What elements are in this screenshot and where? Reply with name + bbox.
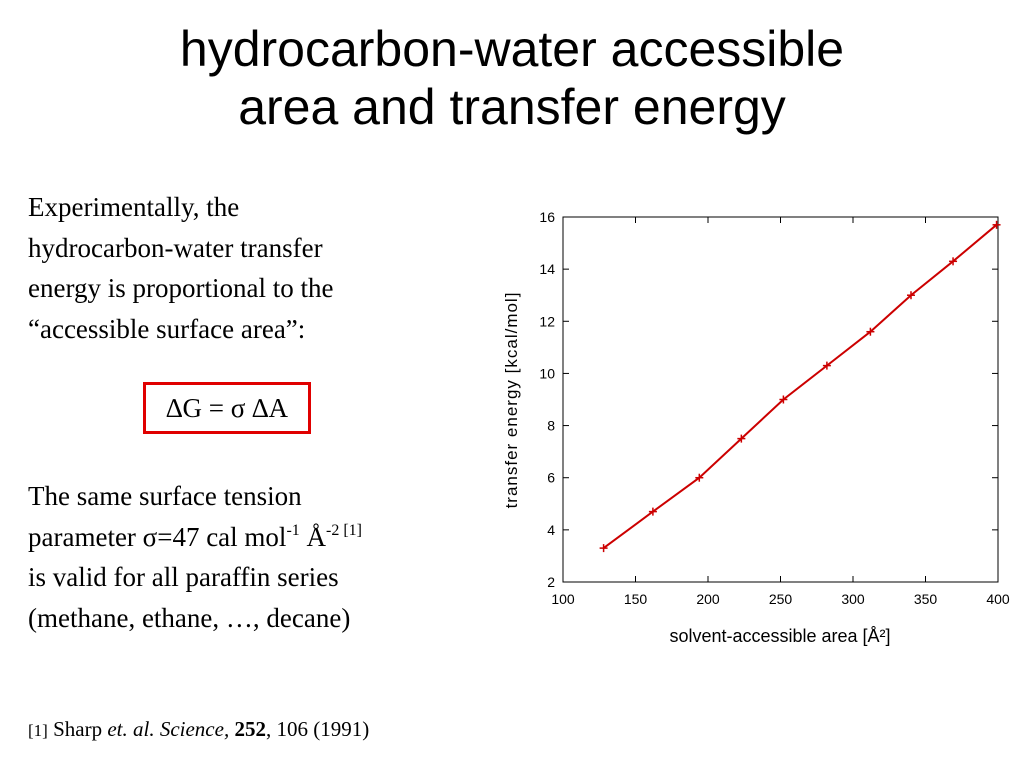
tension-line4: (methane, ethane, …, decane) xyxy=(28,602,351,633)
angstrom-unit: Å xyxy=(299,521,327,552)
exponent-angstrom-citation: -2 [1] xyxy=(326,521,362,539)
y-tick-label: 4 xyxy=(547,522,555,538)
intro-paragraph: Experimentally, the hydrocarbon-water tr… xyxy=(28,187,333,349)
data-point xyxy=(779,395,788,404)
tension-line1: The same surface tension xyxy=(28,481,302,511)
x-tick-label: 100 xyxy=(551,591,575,607)
footnote-pages-year: , 106 (1991) xyxy=(265,717,370,741)
y-tick-label: 14 xyxy=(539,261,555,277)
data-point xyxy=(907,291,915,300)
x-tick-label: 400 xyxy=(986,591,1010,607)
equation-box: ∆G = σ ∆A xyxy=(143,382,311,434)
slide-title-line2: area and transfer energy xyxy=(238,79,786,135)
tension-paragraph: The same surface tension parameter σ=47 … xyxy=(28,476,362,638)
footnote-etal: et. al. xyxy=(107,717,155,741)
y-tick-label: 10 xyxy=(539,365,555,381)
data-point xyxy=(822,361,831,370)
y-tick-label: 8 xyxy=(547,418,555,434)
intro-line: Experimentally, the xyxy=(28,192,240,222)
x-tick-label: 350 xyxy=(914,591,938,607)
exponent-mol: -1 xyxy=(286,521,300,539)
series-line xyxy=(603,224,998,549)
data-point xyxy=(695,473,704,482)
slide-title: hydrocarbon-water accessible area and tr… xyxy=(0,20,1024,136)
x-tick-label: 250 xyxy=(769,591,793,607)
x-tick-label: 200 xyxy=(696,591,720,607)
footnote-author: Sharp xyxy=(47,717,108,741)
intro-line: hydrocarbon-water transfer xyxy=(28,232,323,263)
x-tick-label: 150 xyxy=(624,591,648,607)
intro-line: “accessible surface area”: xyxy=(28,313,306,344)
x-tick-label: 300 xyxy=(841,591,865,607)
data-point xyxy=(599,544,608,553)
equation: ∆G = σ ∆A xyxy=(165,392,289,423)
x-axis-label: solvent-accessible area [Å²] xyxy=(669,626,890,646)
tension-parameter-text: parameter σ=47 cal mol xyxy=(28,521,287,552)
y-tick-label: 2 xyxy=(547,574,555,590)
data-point xyxy=(866,327,875,336)
y-tick-label: 16 xyxy=(539,209,555,225)
data-point xyxy=(648,507,657,516)
y-axis-label: transfer energy [kcal/mol] xyxy=(502,292,521,509)
data-point xyxy=(992,220,1001,229)
tension-line3: is valid for all paraffin series xyxy=(28,562,339,592)
footnote: [1] Sharp et. al. Science, 252, 106 (199… xyxy=(28,714,369,746)
y-tick-label: 12 xyxy=(539,313,555,329)
intro-line: energy is proportional to the xyxy=(28,273,334,303)
transfer-energy-chart: 100 150 200 250 300 350 400 2 4 6 8 10 12 14 16 solven… xyxy=(502,209,1010,646)
data-point xyxy=(949,257,958,266)
y-tick-label: 6 xyxy=(547,470,555,486)
footnote-journal: Science, xyxy=(159,717,230,741)
footnote-volume: 252 xyxy=(234,717,266,741)
slide-title-line1: hydrocarbon-water accessible xyxy=(179,21,845,77)
tension-line2: parameter σ=47 cal mol-1 Å-2 [1] xyxy=(28,517,362,558)
footnote-ref: [1] xyxy=(28,721,48,740)
data-point xyxy=(737,434,746,443)
